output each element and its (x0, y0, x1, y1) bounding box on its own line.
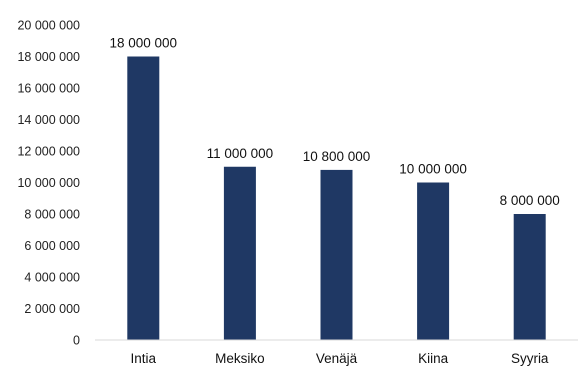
y-tick-label: 18 000 000 (17, 50, 80, 64)
x-axis: Intia Meksiko Venäjä Kiina Syyria (95, 339, 578, 366)
y-tick-label: 20 000 000 (17, 19, 80, 33)
x-tick-label: Meksiko (215, 351, 265, 366)
data-label: 18 000 000 (110, 36, 178, 51)
y-tick-label: 8 000 000 (24, 208, 80, 222)
bar (320, 169, 353, 340)
y-tick-label: 6 000 000 (24, 239, 80, 253)
y-tick-label: 14 000 000 (17, 113, 80, 127)
bar (223, 166, 256, 340)
y-tick-label: 4 000 000 (24, 271, 80, 285)
data-label: 10 000 000 (399, 162, 467, 177)
y-tick-label: 16 000 000 (17, 82, 80, 96)
data-label: 8 000 000 (500, 193, 560, 208)
bars (127, 56, 546, 340)
y-tick-label: 2 000 000 (24, 302, 80, 316)
x-tick-label: Kiina (418, 351, 449, 366)
y-tick-label: 12 000 000 (17, 145, 80, 159)
y-tick-label: 10 000 000 (17, 176, 80, 190)
data-label: 10 800 000 (303, 149, 371, 164)
y-axis: 0 2 000 000 4 000 000 6 000 000 8 000 000 10 … (17, 19, 80, 348)
y-tick-label: 0 (73, 334, 80, 348)
x-tick-label: Intia (131, 351, 157, 366)
bar (417, 182, 450, 340)
data-label: 11 000 000 (207, 146, 274, 161)
bar (513, 214, 546, 340)
bar (127, 56, 160, 340)
x-tick-label: Venäjä (316, 351, 358, 366)
data-labels: 18 000 000 11 000 000 10 800 000 10 000 000… (110, 36, 560, 209)
x-tick-label: Syyria (511, 351, 549, 366)
